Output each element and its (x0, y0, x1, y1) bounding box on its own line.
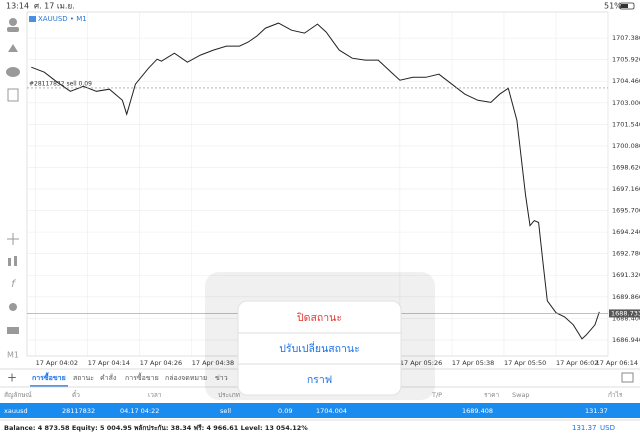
candles-icon[interactable] (8, 258, 11, 266)
cell: 04.17 04:22 (120, 407, 159, 415)
y-tick-label: 1692.780 (612, 250, 640, 258)
timeframe-icon[interactable]: M1 (7, 351, 19, 360)
account-icon-body (7, 27, 19, 32)
bid-tag (609, 309, 640, 318)
x-tick-label: 17 Apr 05:26 (400, 359, 442, 367)
currency: USD (600, 424, 615, 432)
order-label: #28117832 sell 0.09 (29, 80, 92, 87)
y-tick-label: 1695.700 (612, 207, 640, 215)
objects-icon[interactable] (9, 303, 17, 311)
battery-icon (619, 2, 635, 10)
column-header: ประเภท (218, 391, 240, 399)
y-tick-label: 1697.160 (612, 185, 640, 193)
column-header: กำไร (608, 391, 623, 399)
popup-item[interactable]: กราฟ (307, 374, 332, 386)
y-tick-label: 1698.620 (612, 163, 640, 171)
tab[interactable]: การซื้อขาย (125, 371, 159, 382)
chart: 1707.380 1705.920 1704.460 1703.000 1701.540… (26, 11, 640, 367)
indicator-icon[interactable]: f (11, 279, 16, 290)
price-line (31, 22, 600, 340)
y-tick-label: 1691.320 (612, 271, 640, 279)
y-tick-label: 1707.380 (612, 34, 640, 42)
cell: xauusd (4, 407, 28, 415)
account-icon[interactable] (9, 18, 17, 26)
crosshair-icon[interactable] (7, 233, 19, 245)
plot-area (26, 11, 609, 357)
x-tick-label: 17 Apr 04:38 (192, 359, 234, 367)
cell: sell (220, 407, 231, 415)
y-tick-label: 1704.460 (612, 77, 640, 85)
y-tick-label: 1689.860 (612, 293, 640, 301)
layout-button[interactable] (621, 372, 634, 383)
templates-icon[interactable] (7, 327, 19, 334)
cell: 131.37 (585, 407, 608, 415)
y-tick-label: 1688.400 (612, 314, 640, 322)
chart-title: XAUUSD • M1 (38, 15, 87, 23)
tab[interactable]: คำสั่ง (100, 373, 116, 382)
x-tick-label: 17 Apr 06:14 (596, 359, 638, 367)
status-time: 13:14 (6, 2, 29, 11)
popup (237, 300, 402, 396)
cell: 28117832 (62, 407, 95, 415)
x-tick-label: 17 Apr 05:38 (452, 359, 494, 367)
y-tick-label: 1703.000 (612, 99, 640, 107)
total-profit: 131.37 (572, 424, 597, 432)
x-tick-label: 17 Apr 04:14 (88, 359, 130, 367)
symbol-icon (29, 16, 36, 22)
cell: 0.09 (278, 407, 292, 415)
positions-table: สัญลักษณ์ ตั๋ว เวลา ประเภท T/P ราคา Swap กำไร xa… (0, 390, 640, 418)
y-tick-label: 1700.080 (612, 142, 640, 150)
add-button[interactable]: + (7, 371, 17, 385)
y-tick-label: 1705.920 (612, 56, 640, 64)
column-header: ราคา (484, 391, 499, 399)
chat-icon[interactable] (6, 67, 20, 77)
x-tick-label: 17 Apr 06:02 (556, 359, 598, 367)
column-header: T/P (431, 391, 442, 399)
x-tick-label: 17 Apr 04:26 (140, 359, 182, 367)
tab[interactable]: สถานะ (73, 374, 94, 382)
bid-label: 1688.733 (611, 309, 640, 317)
y-tick-label: 1694.240 (612, 228, 640, 236)
x-tick-label: 17 Apr 05:50 (504, 359, 546, 367)
candles-icon-2 (14, 256, 17, 266)
y-tick-label: 1686.940 (612, 336, 640, 344)
column-header: ตั๋ว (72, 390, 80, 399)
tab[interactable]: การซื้อขาย (32, 371, 66, 382)
column-header: Swap (512, 391, 530, 399)
account-summary: Balance: 4 873.58 Equity: 5 004.95 พลักป… (4, 424, 308, 432)
tabs: การซื้อขาย สถานะ คำสั่ง การซื้อขาย กล่องจดหม… (30, 371, 228, 387)
x-tick-label: 17 Apr 04:02 (36, 359, 78, 367)
column-header: สัญลักษณ์ (4, 391, 32, 399)
popup-item[interactable]: ปิดสถานะ (297, 312, 342, 324)
cell: 1704.004 (316, 407, 347, 415)
trade-icon[interactable] (8, 44, 18, 52)
left-toolbar: f M1 (6, 18, 20, 360)
cell: 1689.408 (462, 407, 493, 415)
tab[interactable]: ข่าว (215, 374, 228, 382)
y-tick-label: 1701.540 (612, 120, 640, 128)
status-battery: 51% (604, 2, 622, 11)
selected-row[interactable] (0, 403, 640, 418)
status-date: ศ. 17 เม.ย. (34, 2, 75, 11)
column-header: เวลา (148, 391, 162, 399)
battery-level (621, 4, 628, 8)
tab[interactable]: กล่องจดหมาย (165, 374, 207, 382)
new-order-icon[interactable] (7, 88, 19, 102)
popup-item[interactable]: ปรับเปลี่ยนสถานะ (279, 341, 359, 355)
